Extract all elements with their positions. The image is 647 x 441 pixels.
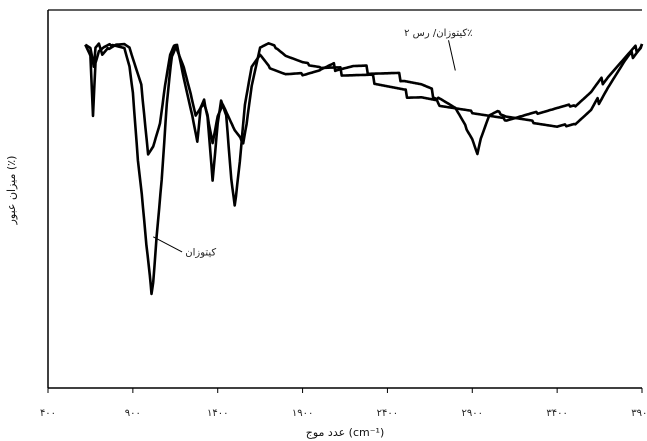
series-line-chitosan [84,42,644,296]
x-tick-label: ۳۴۰۰ [546,408,567,419]
x-tick-label: ۱۹۰۰ [292,408,313,419]
x-tick-label: ۳۹۰۰ [631,408,647,419]
series-layer [84,42,644,296]
series-line-chitosan_clay [84,42,644,156]
annotation-label: کیتوزان/ رس ۲٪ [404,28,472,39]
x-tick-label: ۲۹۰۰ [462,408,483,419]
x-tick-label: ۴۰۰ [40,408,56,419]
x-axis-label: عدد موج (cm⁻¹) [306,426,384,439]
x-tick-label: ۱۴۰۰ [207,408,228,419]
annotations-layer: کیتوزان/ رس ۲٪ کیتوزان [152,28,473,259]
x-tick-label: ۹۰۰ [125,408,141,419]
x-tick-label: ۲۴۰۰ [377,408,398,419]
annotation-leader [152,236,183,253]
annotation-label: کیتوزان [185,248,216,259]
y-axis-label: میزان عبور (٪) [5,156,18,226]
annotation-leader [448,40,456,71]
x-ticks: ۴۰۰ ۹۰۰ ۱۴۰۰ ۱۹۰۰ ۲۴۰۰ ۲۹۰۰ ۳۴۰۰ ۳۹۰۰ [40,388,647,419]
chart-axes [47,9,642,389]
